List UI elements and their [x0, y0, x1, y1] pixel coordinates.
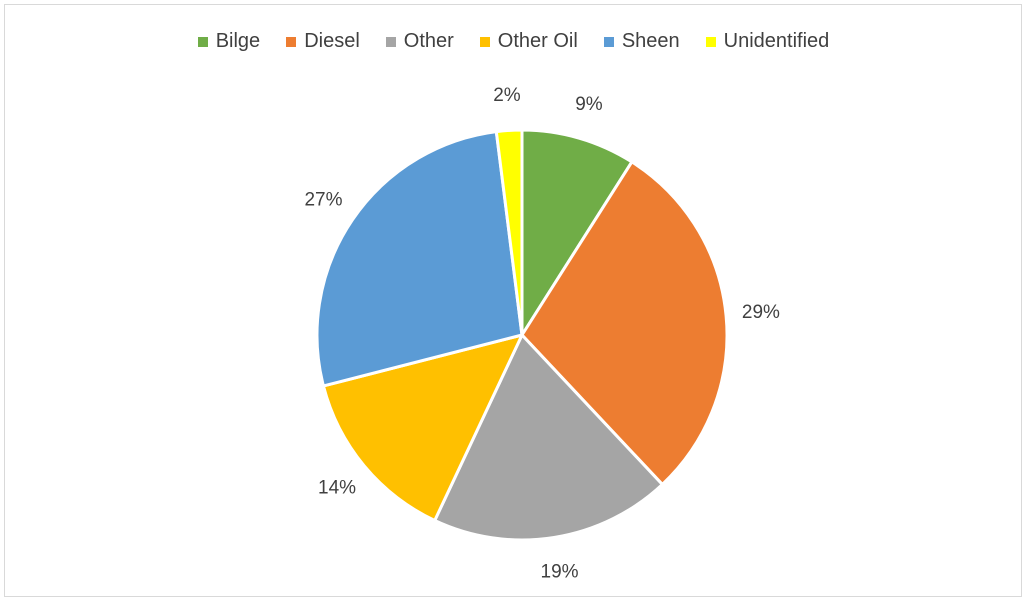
pie-slice-unidentified	[494, 128, 524, 337]
pie-slice-other	[433, 333, 664, 542]
legend-label-bilge: Bilge	[215, 30, 261, 52]
pie-slice-other-oil	[321, 333, 524, 522]
data-label-other-oil: 14%	[318, 477, 356, 498]
legend-item-bilge: Bilge	[197, 30, 261, 53]
pie-slice-sheen	[315, 130, 524, 388]
legend-label-other: Other	[403, 30, 454, 52]
legend-swatch-other	[385, 36, 396, 47]
legend-swatch-other-oil	[479, 36, 490, 47]
legend-swatch-sheen	[603, 36, 614, 47]
legend-item-unidentified: Unidentified	[705, 30, 830, 53]
legend-label-sheen: Sheen	[621, 30, 680, 52]
data-label-other: 19%	[541, 562, 579, 583]
legend-item-other: Other	[385, 30, 454, 53]
legend-label-other-oil: Other Oil	[497, 30, 578, 52]
data-label-sheen: 27%	[304, 190, 342, 211]
legend: Bilge Diesel Other Other Oil Sheen Unide…	[0, 30, 1027, 53]
data-label-diesel: 29%	[742, 302, 780, 323]
legend-label-diesel: Diesel	[304, 30, 360, 52]
data-label-unidentified: 2%	[493, 85, 521, 106]
legend-item-other-oil: Other Oil	[479, 30, 578, 53]
legend-label-unidentified: Unidentified	[723, 30, 830, 52]
pie-slice-bilge	[520, 128, 634, 337]
data-label-bilge: 9%	[575, 94, 603, 115]
legend-swatch-bilge	[197, 36, 208, 47]
legend-swatch-diesel	[286, 36, 297, 47]
legend-swatch-unidentified	[705, 36, 716, 47]
legend-item-sheen: Sheen	[603, 30, 680, 53]
pie-slice-diesel	[520, 160, 729, 486]
legend-item-diesel: Diesel	[286, 30, 360, 53]
